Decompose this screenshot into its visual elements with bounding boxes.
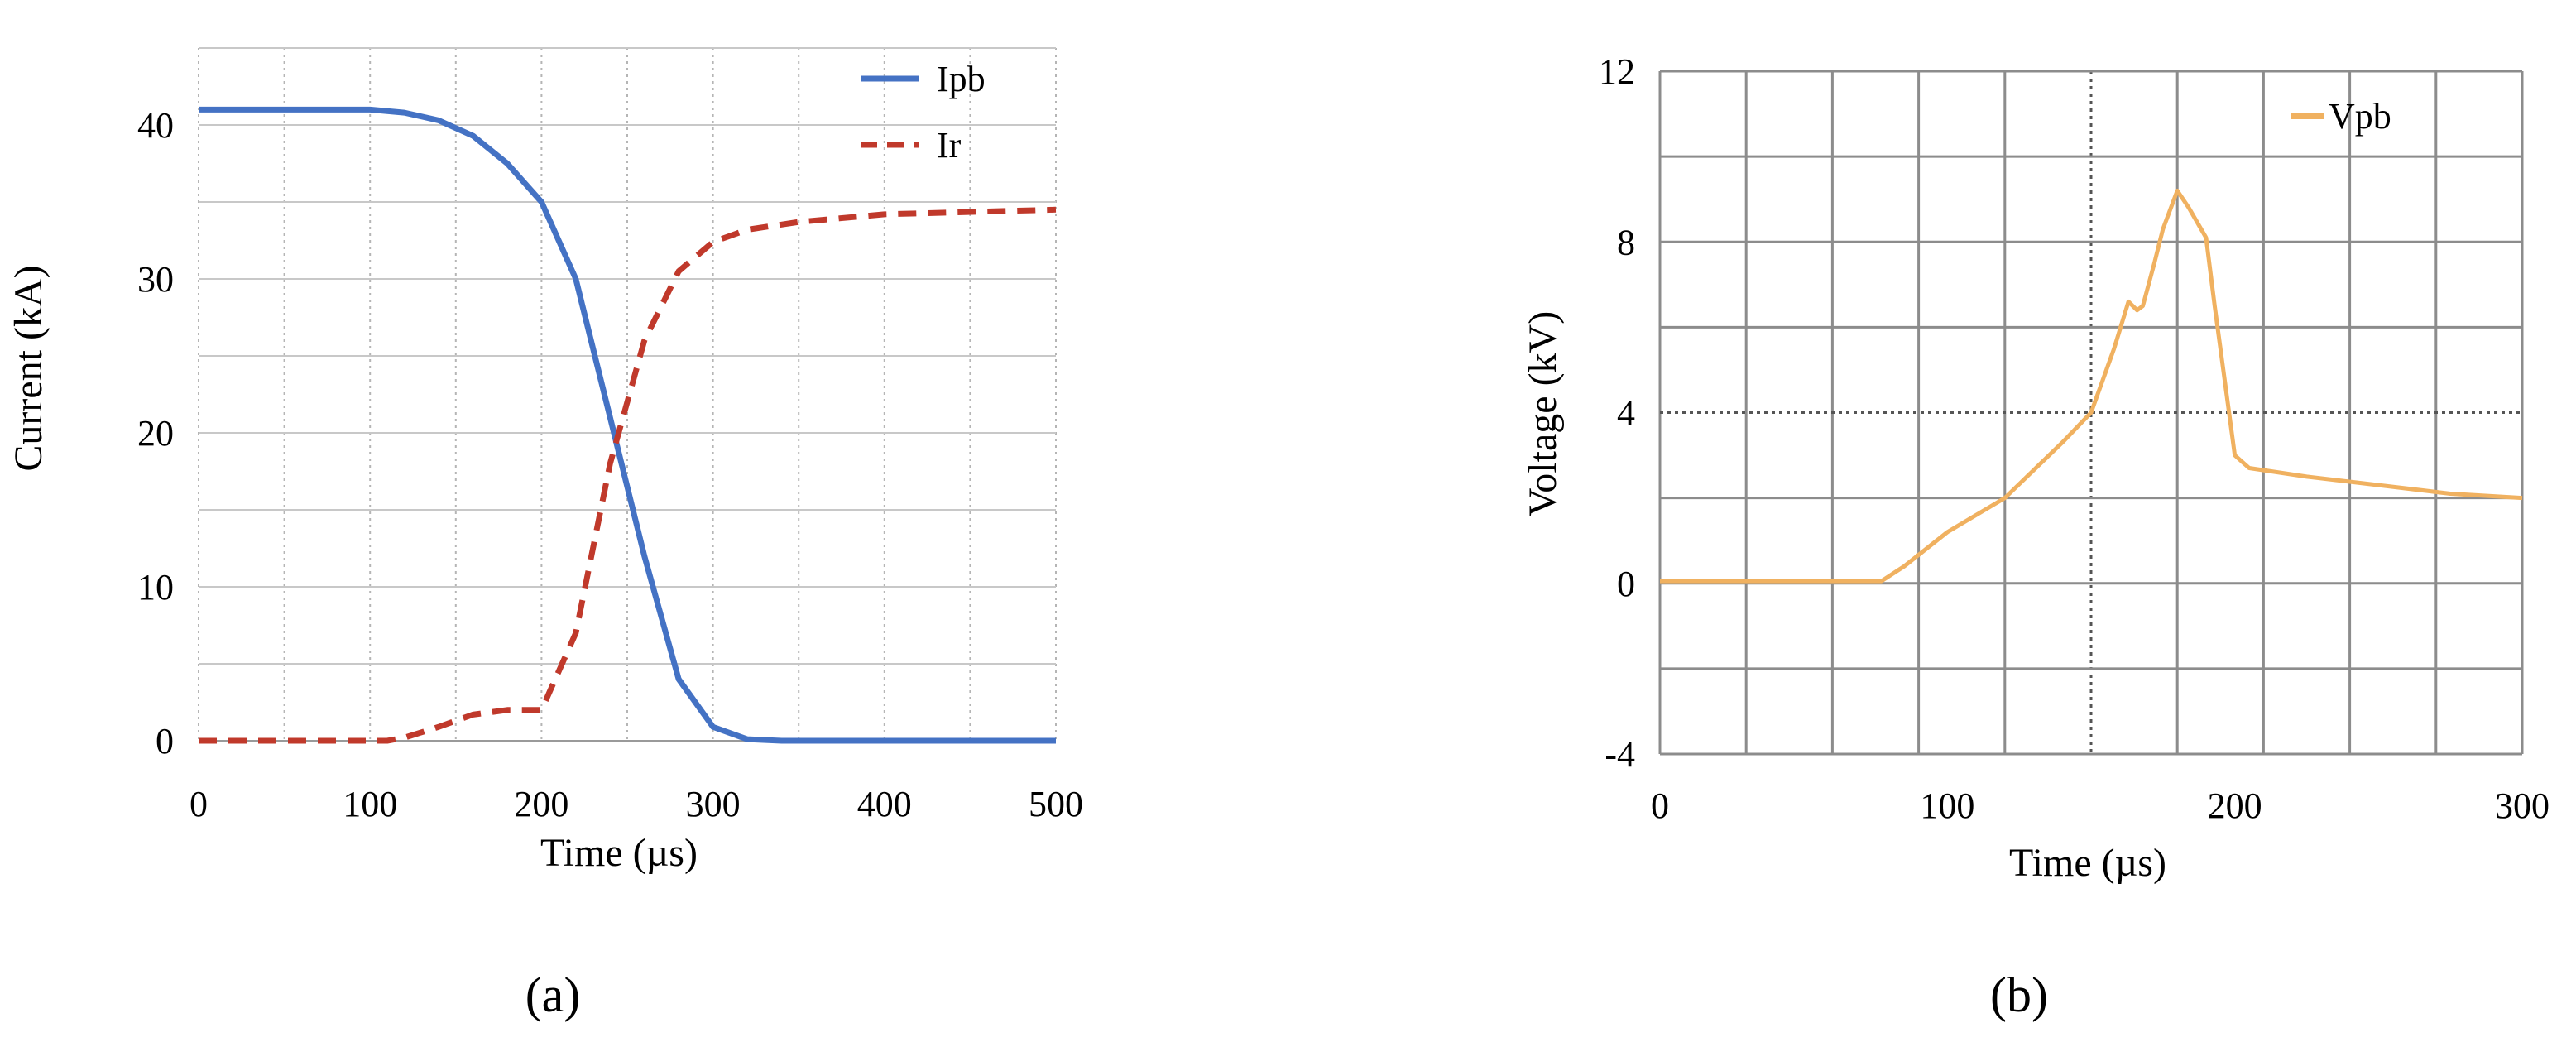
x-tick-label: 200 <box>514 784 568 824</box>
x-tick-label: 0 <box>189 784 208 824</box>
x-tick-label: 400 <box>857 784 912 824</box>
panel-label-b: (b) <box>1990 968 2048 1022</box>
y-axis-title: Current (kA) <box>7 265 50 471</box>
series-line-ipb <box>199 106 1056 744</box>
tick-labels: 0 100 200 300 -4 0 4 8 12 <box>1599 51 2550 826</box>
legend-label-ir: Ir <box>937 125 962 166</box>
x-tick-label: 300 <box>2495 785 2550 826</box>
grid-lines <box>198 47 1057 742</box>
chart-panel-a: 0 100 200 300 400 500 0 10 20 30 40 Ipb Ir Time (µs… <box>7 47 1083 1022</box>
y-tick-label: 4 <box>1617 393 1635 434</box>
y-tick-label: 40 <box>137 105 174 146</box>
series-line-vpb <box>1660 188 2523 584</box>
x-tick-label: 500 <box>1029 784 1083 824</box>
y-tick-label: 30 <box>137 259 174 300</box>
y-tick-label: 10 <box>137 567 174 608</box>
x-axis-title: Time (µs) <box>2009 841 2166 885</box>
legend: Ipb Ir <box>861 59 986 166</box>
y-tick-label: -4 <box>1605 734 1635 775</box>
y-tick-label: 0 <box>156 721 174 761</box>
series-lines <box>1660 188 2523 584</box>
panel-label-a: (a) <box>525 968 581 1022</box>
series-lines <box>199 106 1057 744</box>
grid-lines <box>1658 70 2524 756</box>
legend: Vpb <box>2291 96 2391 137</box>
y-tick-label: 12 <box>1599 51 1635 92</box>
x-tick-label: 0 <box>1651 785 1669 826</box>
chart-panel-b: 0 100 200 300 -4 0 4 8 12 Vpb Time (µs) Voltage … <box>1521 51 2550 1022</box>
x-tick-label: 100 <box>343 784 397 824</box>
series-line-ir <box>199 206 1057 744</box>
y-tick-label: 0 <box>1617 564 1635 604</box>
y-axis-title: Voltage (kV) <box>1521 311 1565 516</box>
x-tick-label: 300 <box>686 784 741 824</box>
legend-label-ipb: Ipb <box>937 59 986 99</box>
x-tick-label: 200 <box>2208 785 2262 826</box>
x-tick-label: 100 <box>1920 785 1974 826</box>
y-tick-label: 20 <box>137 413 174 454</box>
tick-labels: 0 100 200 300 400 500 0 10 20 30 40 <box>137 105 1083 824</box>
y-tick-label: 8 <box>1617 222 1635 262</box>
legend-label-vpb: Vpb <box>2329 96 2391 137</box>
x-axis-title: Time (µs) <box>540 831 698 875</box>
